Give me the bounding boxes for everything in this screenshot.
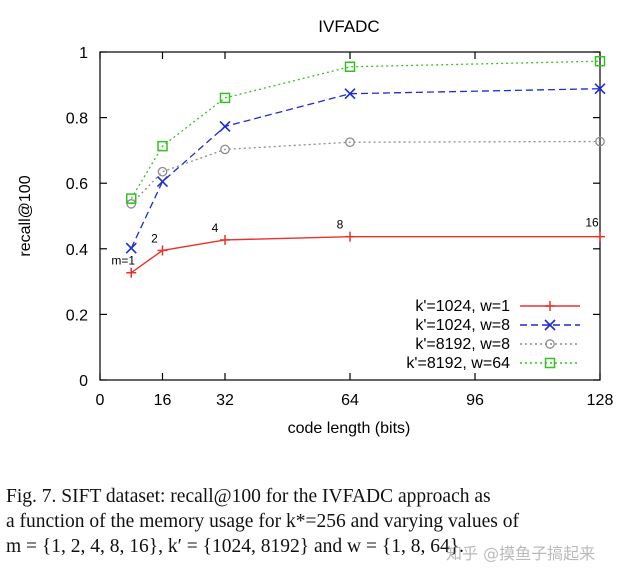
point-annotation-label: 8 xyxy=(337,218,344,232)
x-tick-label: 96 xyxy=(466,392,484,409)
data-point xyxy=(157,166,168,177)
data-point xyxy=(595,136,605,147)
y-tick-label: 1 xyxy=(79,45,88,62)
data-point xyxy=(156,175,169,188)
recall-chart: IVFADC 0 0.2 0.4 0.6 0.8 1 0 16 32 64 96 128 m=1 2 4 8… xyxy=(17,17,614,437)
legend-marker xyxy=(544,357,556,369)
data-point xyxy=(345,137,355,148)
data-point xyxy=(125,242,137,254)
caption-line-3: m = {1, 2, 4, 8, 16}, k′ = {1024, 8192} … xyxy=(6,536,464,557)
data-point xyxy=(126,267,137,278)
series-1 xyxy=(126,231,605,278)
legend-label: k'=1024, w=8 xyxy=(415,317,510,334)
series-layer xyxy=(125,55,606,278)
series-line xyxy=(130,140,601,205)
point-annotation-label: 16 xyxy=(585,216,599,230)
caption-line-1: Fig. 7. SIFT dataset: recall@100 for the… xyxy=(6,486,491,507)
series-2 xyxy=(125,83,606,254)
y-tick-label: 0.2 xyxy=(66,307,88,324)
legend-label: k'=1024, w=1 xyxy=(415,298,510,315)
data-point xyxy=(344,61,356,73)
series-line xyxy=(130,60,601,199)
series-line xyxy=(130,88,601,249)
caption-line-2: a function of the memory usage for k*=25… xyxy=(6,511,519,532)
x-tick-label: 16 xyxy=(154,392,172,409)
x-tick-label: 32 xyxy=(216,392,234,409)
point-annotation-label: m=1 xyxy=(111,254,135,268)
data-point xyxy=(345,231,355,242)
y-tick-label: 0.4 xyxy=(66,242,88,259)
axes-group: 0 0.2 0.4 0.6 0.8 1 0 16 32 64 96 128 xyxy=(66,45,614,409)
legend-marker xyxy=(544,319,556,331)
y-tick-label: 0 xyxy=(79,373,88,390)
chart-title: IVFADC xyxy=(318,17,379,36)
data-point xyxy=(157,140,168,152)
y-tick-label: 0.6 xyxy=(66,176,88,193)
legend-marker xyxy=(545,301,555,311)
data-point xyxy=(344,88,356,100)
series-line xyxy=(130,235,600,274)
point-annotations: m=1 2 4 8 16 xyxy=(111,216,599,268)
point-annotation-label: 2 xyxy=(151,231,158,245)
series-3 xyxy=(126,136,605,209)
data-point xyxy=(220,144,230,155)
data-point xyxy=(219,92,231,104)
x-axis-label: code length (bits) xyxy=(288,420,411,437)
series-4 xyxy=(126,55,606,204)
x-tick-label: 128 xyxy=(587,392,614,409)
plot-frame xyxy=(99,51,601,381)
x-tick-label: 0 xyxy=(96,392,105,409)
legend: k'=1024, w=1 k'=1024, w=8 k'=8192, w=8 k'=8… xyxy=(406,298,580,372)
data-point xyxy=(220,234,230,245)
point-annotation-label: 4 xyxy=(212,221,219,235)
data-point xyxy=(595,231,605,242)
legend-marker xyxy=(545,339,555,349)
legend-label: k'=8192, w=64 xyxy=(406,355,510,372)
y-axis-label: recall@100 xyxy=(17,175,34,256)
data-point xyxy=(594,83,606,95)
x-tick-label: 64 xyxy=(341,392,359,409)
data-point xyxy=(219,120,231,133)
y-tick-label: 0.8 xyxy=(66,111,88,128)
watermark: 知乎 @摸鱼子搞起来 xyxy=(446,544,596,563)
data-point xyxy=(594,55,606,67)
legend-label: k'=8192, w=8 xyxy=(415,336,510,353)
figure-caption: Fig. 7. SIFT dataset: recall@100 for the… xyxy=(6,484,630,559)
data-point xyxy=(126,193,137,204)
data-point xyxy=(157,245,168,256)
